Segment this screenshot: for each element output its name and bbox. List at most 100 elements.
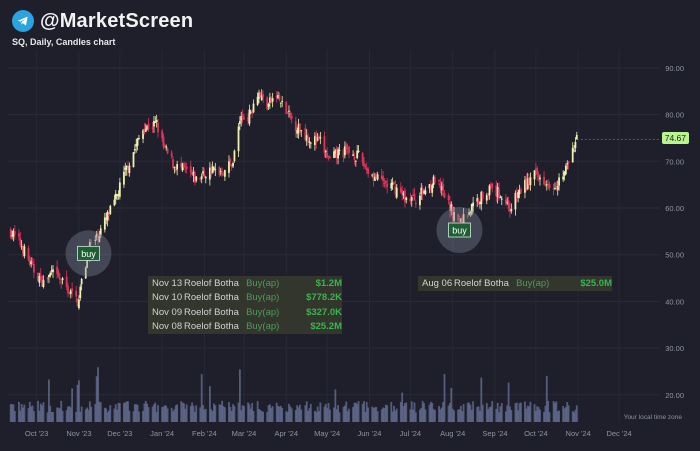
volume-bar — [252, 411, 255, 422]
volume-bar — [300, 409, 303, 422]
candle-body — [375, 175, 378, 180]
volume-bar — [495, 408, 498, 422]
volume-bar — [536, 406, 539, 422]
volume-bar — [153, 404, 155, 422]
volume-bar — [221, 400, 224, 422]
volume-bar — [248, 404, 251, 422]
volume-bar — [314, 410, 316, 422]
volume-bar — [337, 405, 339, 422]
volume-bar — [95, 376, 98, 422]
volume-bar — [31, 405, 34, 422]
volume-bar — [404, 403, 406, 422]
candle-body — [202, 171, 204, 174]
candle-body — [189, 166, 192, 173]
candle-body — [495, 185, 498, 197]
volume-bar — [260, 411, 263, 422]
volume-bar — [37, 400, 39, 422]
candle-body — [361, 153, 364, 163]
volume-bar — [232, 404, 234, 422]
volume-bar — [526, 405, 529, 422]
candle-body — [393, 181, 395, 184]
volume-bar — [554, 402, 556, 422]
candle-body — [281, 100, 284, 102]
volume-bar — [319, 402, 322, 422]
x-tick-label: Nov '23 — [66, 429, 91, 438]
candle-body — [566, 163, 569, 165]
volume-bar — [123, 402, 125, 422]
candle-body — [374, 176, 376, 181]
volume-bar — [459, 405, 462, 422]
candle-body — [342, 149, 345, 158]
volume-bar — [345, 401, 348, 422]
candle-body — [438, 179, 440, 182]
candle-body — [98, 236, 101, 242]
candle-body — [431, 184, 434, 193]
volume-bar — [259, 409, 262, 422]
x-tick-label: Dec '23 — [107, 429, 132, 438]
candle-body — [116, 194, 119, 197]
volume-bar — [80, 406, 83, 422]
transaction-date: Nov 09 — [152, 306, 183, 318]
candle-body — [354, 160, 357, 162]
candle-body — [52, 269, 54, 273]
volume-bar — [267, 405, 270, 422]
candle-body — [275, 95, 278, 98]
volume-bar — [19, 410, 22, 422]
candle-body — [420, 187, 423, 194]
volume-bar — [181, 402, 184, 422]
volume-bar — [109, 405, 112, 422]
volume-bar — [498, 412, 500, 422]
candle-body — [304, 127, 307, 141]
volume-bar — [98, 401, 101, 422]
y-tick-label: 90.00 — [665, 64, 684, 73]
volume-bar — [106, 412, 109, 422]
candle-body — [297, 124, 300, 133]
volume-bar — [162, 406, 165, 422]
candle-body — [409, 198, 412, 202]
volume-bar — [202, 405, 204, 422]
volume-bar — [566, 402, 569, 422]
candle-body — [504, 199, 507, 204]
candle-body — [241, 114, 244, 119]
candle-body — [233, 150, 236, 161]
volume-bar — [414, 412, 417, 422]
volume-bar — [509, 406, 511, 422]
candle-body — [173, 167, 176, 169]
candle-body — [533, 170, 536, 180]
candle-body — [318, 136, 320, 140]
candle-body — [315, 134, 318, 143]
volume-bar — [22, 407, 24, 422]
candle-body — [22, 247, 24, 254]
timezone-note: Your local time zone — [623, 414, 682, 421]
volume-bar — [421, 400, 424, 422]
y-axis: 90.00 80.00 70.00 60.00 50.00 40.00 30.00 20.00 — [665, 64, 684, 400]
candle-body — [270, 97, 273, 103]
volume-bar — [247, 402, 249, 422]
volume-bar — [118, 403, 121, 422]
volume-bar — [556, 411, 559, 422]
candle-body — [165, 146, 168, 148]
volume-bar — [479, 410, 481, 422]
x-tick-label: May '24 — [314, 429, 340, 438]
volume-bar — [99, 402, 102, 422]
volume-bar — [571, 411, 574, 422]
volume-bar — [204, 408, 207, 422]
volume-bar — [176, 404, 179, 422]
volume-bar — [323, 406, 326, 422]
candle-body — [109, 205, 112, 215]
candle-body — [118, 182, 121, 197]
candle-body — [564, 165, 567, 175]
candle-body — [153, 120, 155, 127]
volume-bar — [439, 409, 442, 422]
candle-body — [157, 122, 159, 133]
volume-bar — [9, 403, 12, 422]
volume-bar — [383, 407, 386, 422]
volume-bar — [294, 410, 297, 422]
candle-body — [380, 175, 383, 179]
volume-bar — [514, 403, 517, 422]
candle-body — [203, 173, 206, 177]
grid — [8, 50, 660, 422]
volume-bar — [75, 411, 78, 422]
candle-body — [308, 141, 311, 143]
candle-body — [394, 185, 397, 195]
